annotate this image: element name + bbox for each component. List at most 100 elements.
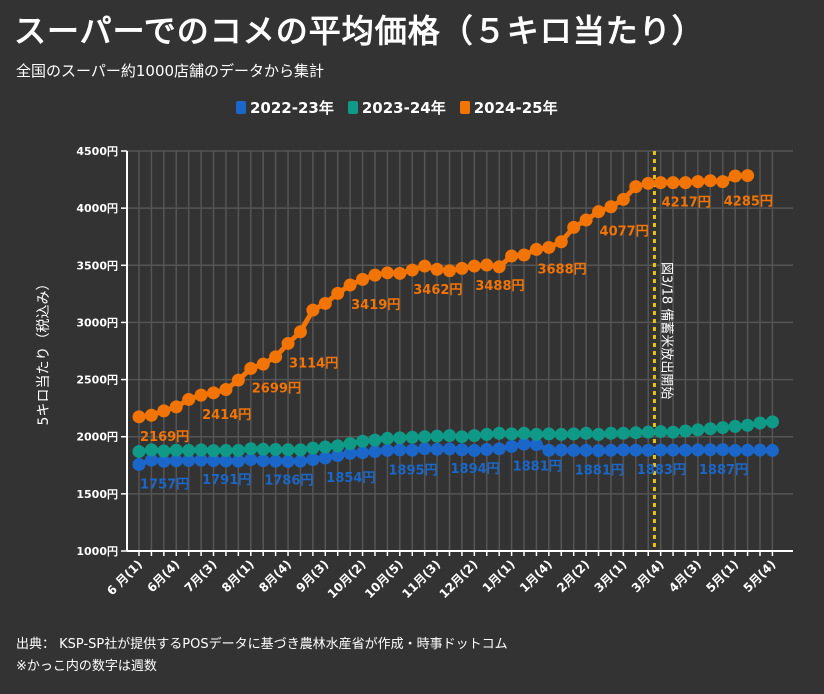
data-point bbox=[293, 325, 307, 339]
data-point bbox=[467, 429, 481, 443]
data-point bbox=[505, 427, 519, 441]
x-tick-label: 10月(2) bbox=[325, 557, 369, 601]
data-point bbox=[132, 410, 146, 424]
data-point bbox=[194, 388, 208, 402]
data-point bbox=[306, 441, 320, 455]
data-point bbox=[567, 427, 581, 441]
x-tick-label: 1月(4) bbox=[517, 557, 555, 595]
data-label: 4077円 bbox=[600, 225, 649, 240]
data-point bbox=[691, 423, 705, 437]
x-tick-label: 5月(1) bbox=[703, 557, 741, 595]
data-label: 3419円 bbox=[351, 298, 400, 313]
data-point bbox=[592, 427, 606, 441]
data-point bbox=[629, 443, 643, 457]
data-point bbox=[207, 386, 221, 400]
y-tick-label: 3500円 bbox=[76, 259, 118, 272]
annotation-label: 図3/18 備蓄米放出開始 bbox=[658, 262, 674, 399]
legend-item-2022-23[interactable]: 2022-23年 bbox=[236, 97, 334, 118]
x-tick-label: 11月(3) bbox=[399, 557, 443, 601]
data-point bbox=[741, 418, 755, 432]
data-point bbox=[318, 296, 332, 310]
data-label: 3688円 bbox=[537, 262, 586, 277]
data-point bbox=[256, 454, 270, 468]
data-point bbox=[418, 430, 432, 444]
data-point bbox=[281, 443, 295, 457]
data-point bbox=[207, 454, 221, 468]
x-tick-label: 4月(3) bbox=[666, 557, 704, 595]
data-point bbox=[517, 248, 531, 262]
legend-swatch-blue bbox=[236, 101, 246, 114]
data-point bbox=[405, 430, 419, 444]
legend-label: 2024-25年 bbox=[473, 99, 558, 117]
x-tick-label: 12月(2) bbox=[437, 557, 481, 601]
data-label: 2414円 bbox=[202, 408, 251, 423]
data-point bbox=[554, 427, 568, 441]
data-point bbox=[716, 421, 730, 435]
data-point bbox=[703, 422, 717, 436]
data-point bbox=[293, 454, 307, 468]
data-point bbox=[356, 446, 370, 460]
x-tick-label: 8月(4) bbox=[256, 557, 294, 595]
data-point bbox=[505, 439, 519, 453]
data-point bbox=[443, 429, 456, 443]
data-point bbox=[753, 416, 767, 430]
data-point bbox=[331, 449, 345, 463]
legend-label: 2023-24年 bbox=[361, 99, 446, 117]
legend-item-2023-24[interactable]: 2023-24年 bbox=[347, 97, 446, 118]
data-point bbox=[331, 286, 345, 300]
data-point bbox=[194, 443, 208, 457]
data-point bbox=[368, 268, 382, 282]
y-tick-label: 1000円 bbox=[76, 545, 118, 558]
legend-label: 2022-23年 bbox=[250, 99, 334, 117]
data-point bbox=[616, 443, 630, 457]
data-point bbox=[455, 261, 469, 275]
data-point bbox=[244, 442, 258, 456]
data-point bbox=[492, 426, 506, 440]
data-point bbox=[219, 383, 233, 397]
data-label: 1757円 bbox=[140, 477, 189, 492]
data-point bbox=[716, 175, 730, 189]
data-point bbox=[666, 443, 680, 457]
data-point bbox=[393, 266, 407, 280]
data-point bbox=[529, 242, 543, 256]
legend: 2022-23年 2023-24年 2024-25年 bbox=[236, 97, 558, 118]
data-label: 1881円 bbox=[513, 459, 562, 474]
y-tick-label: 2000円 bbox=[76, 431, 118, 444]
data-point bbox=[505, 249, 519, 263]
data-point bbox=[480, 443, 494, 457]
data-label: 4285円 bbox=[724, 195, 773, 210]
data-label: 3488円 bbox=[475, 279, 524, 294]
data-point bbox=[728, 419, 742, 433]
data-point bbox=[592, 444, 606, 458]
data-label: 2699円 bbox=[252, 381, 301, 396]
data-point bbox=[256, 357, 270, 371]
legend-item-2024-25[interactable]: 2024-25年 bbox=[459, 97, 558, 118]
y-tick-label: 4500円 bbox=[76, 145, 118, 158]
data-point bbox=[678, 443, 692, 457]
data-point bbox=[592, 205, 606, 219]
data-point bbox=[654, 176, 668, 190]
y-tick-label: 1500円 bbox=[76, 488, 118, 501]
data-point bbox=[256, 442, 270, 456]
x-tick-label: 6 月(1) bbox=[104, 557, 145, 598]
data-point bbox=[604, 200, 618, 214]
data-point bbox=[741, 443, 755, 457]
data-point bbox=[703, 443, 717, 457]
data-label: 1894円 bbox=[451, 462, 500, 477]
data-point bbox=[430, 262, 444, 276]
data-point bbox=[306, 453, 320, 467]
data-point bbox=[579, 213, 593, 227]
data-point bbox=[678, 424, 692, 438]
y-tick-label: 2500円 bbox=[76, 374, 118, 387]
data-point bbox=[219, 454, 233, 468]
data-point bbox=[654, 425, 668, 439]
data-point bbox=[529, 427, 543, 441]
data-point bbox=[691, 443, 705, 457]
data-point bbox=[343, 446, 357, 460]
data-point bbox=[480, 258, 494, 272]
legend-swatch-teal bbox=[347, 101, 358, 114]
data-point bbox=[269, 443, 283, 457]
x-tick-label: 1月(1) bbox=[480, 557, 518, 595]
data-point bbox=[132, 445, 146, 459]
chart-subtitle: 全国のスーパー約1000店舗のデータから集計 bbox=[16, 62, 325, 80]
